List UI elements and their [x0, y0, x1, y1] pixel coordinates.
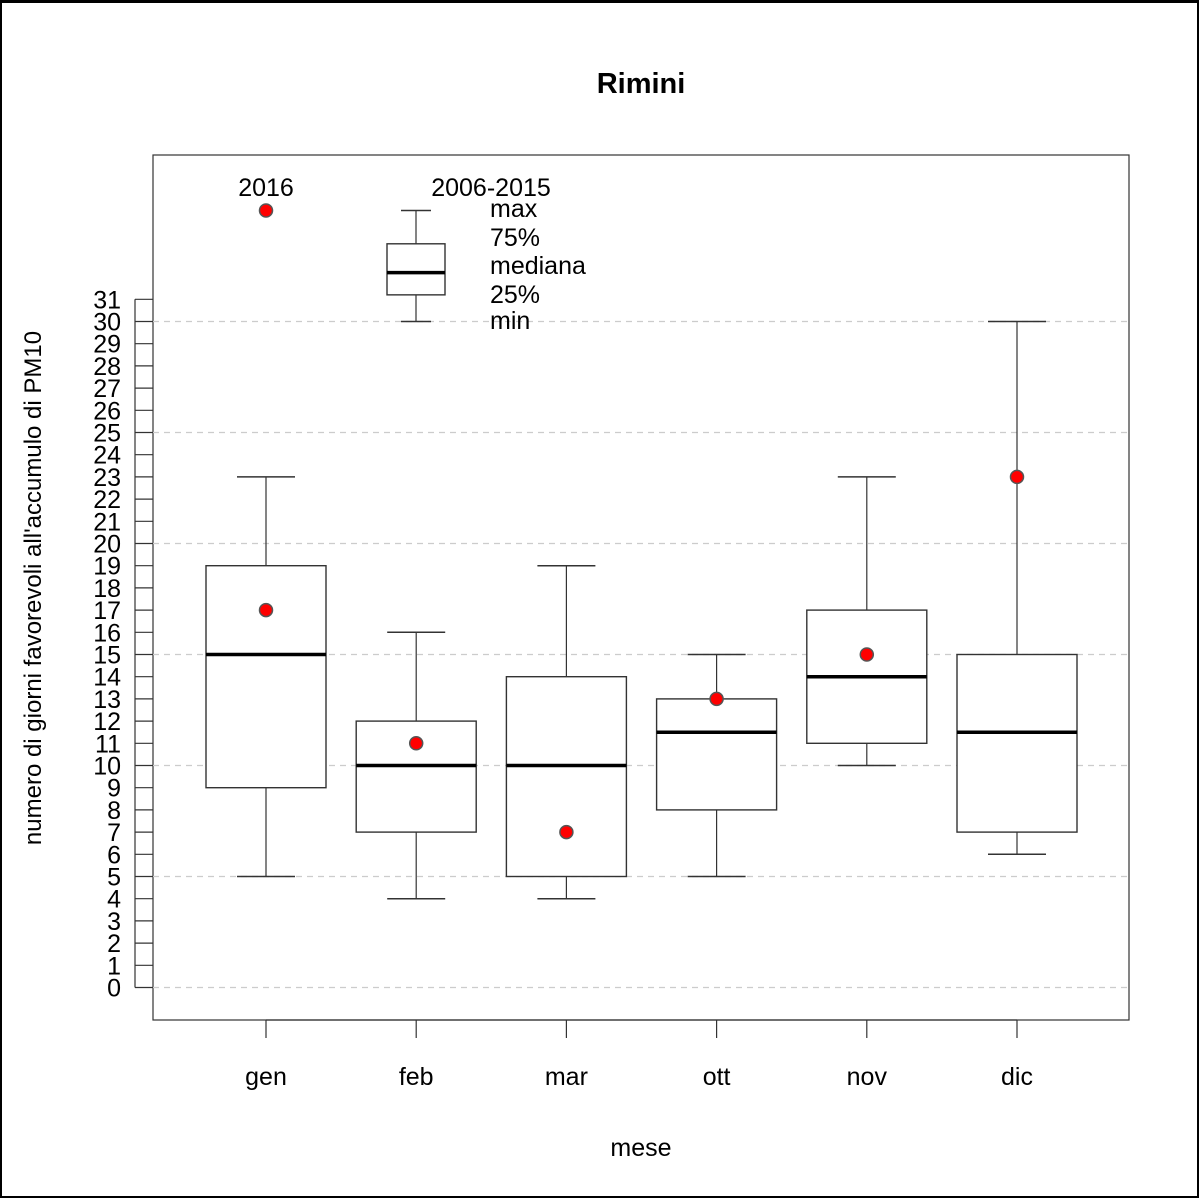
y-tick-label: 7 — [107, 819, 121, 847]
y-tick-label: 15 — [93, 642, 121, 670]
box-mar — [505, 564, 628, 900]
chart-title: Rimini — [597, 68, 686, 100]
y-tick-label: 3 — [107, 908, 121, 936]
iqr-box — [386, 243, 446, 296]
boxes — [205, 320, 1078, 900]
y-tick-label: 28 — [93, 353, 121, 381]
x-tick-label: ott — [703, 1063, 731, 1091]
legend-q3-label: 75% — [490, 224, 540, 252]
gridlines — [153, 320, 1129, 989]
y-tick-label: 31 — [93, 286, 121, 314]
y-tick-label: 0 — [107, 975, 121, 1003]
x-axis-label: mese — [610, 1134, 671, 1162]
point-mar — [559, 824, 574, 840]
y-tick-label: 9 — [107, 775, 121, 803]
y-tick-label: 10 — [93, 753, 121, 781]
box-gen — [205, 476, 327, 878]
y-tick-label: 18 — [93, 575, 121, 603]
y-tick-label: 5 — [107, 864, 121, 892]
legend-median-label: mediana — [490, 252, 586, 280]
legend-point-label: 2016 — [238, 174, 294, 202]
y-tick-label: 30 — [93, 309, 121, 337]
y-axis: 0123456789101112131415161718192021222324… — [93, 286, 153, 1003]
y-tick-label: 24 — [93, 442, 121, 470]
box-nov — [806, 476, 928, 767]
point-gen — [258, 602, 274, 618]
x-tick-label: nov — [847, 1063, 888, 1091]
point-feb — [408, 736, 424, 751]
box-feb — [355, 631, 477, 900]
y-tick-label: 16 — [93, 619, 121, 647]
y-tick-label: 25 — [93, 420, 121, 448]
y-tick-label: 22 — [93, 486, 121, 514]
y-tick-label: 4 — [107, 886, 121, 914]
y-tick-label: 12 — [93, 708, 121, 736]
y-tick-label: 2 — [107, 930, 121, 958]
point-dic — [1009, 469, 1025, 485]
legend-max-label: max — [490, 195, 538, 223]
box-ott — [655, 653, 778, 878]
x-tick-label: dic — [1001, 1063, 1033, 1091]
legend-q1-label: 25% — [490, 281, 540, 309]
point-nov — [859, 647, 875, 662]
legend: 2016 2006-2015 max 75% mediana 25% min — [238, 174, 586, 335]
x-tick-label: mar — [545, 1063, 588, 1091]
legend-min-label: min — [490, 307, 530, 335]
y-tick-label: 6 — [107, 841, 121, 869]
iqr-box — [655, 698, 778, 811]
legend-box-label: 2006-2015 — [431, 174, 551, 202]
x-tick-label: gen — [245, 1063, 287, 1091]
y-tick-label: 23 — [93, 464, 121, 492]
y-tick-label: 11 — [95, 730, 121, 758]
y-tick-label: 13 — [93, 686, 121, 714]
y-tick-label: 26 — [93, 397, 121, 425]
iqr-box — [205, 565, 327, 789]
y-tick-label: 14 — [93, 664, 121, 692]
y-tick-label: 17 — [93, 597, 121, 625]
y-tick-label: 29 — [93, 331, 121, 359]
y-tick-label: 20 — [93, 531, 121, 559]
x-tick-label: feb — [399, 1063, 434, 1091]
y-tick-label: 27 — [93, 375, 121, 403]
y-tick-label: 8 — [107, 797, 121, 825]
legend-point — [258, 203, 274, 218]
x-axis: gen feb mar ott nov dic — [245, 1019, 1033, 1091]
iqr-box — [956, 653, 1078, 833]
points-2016 — [258, 469, 1025, 840]
point-ott — [709, 691, 724, 707]
y-axis-label: numero di giorni favorevoli all'accumulo… — [20, 331, 47, 845]
y-tick-label: 19 — [93, 553, 121, 581]
box-dic — [956, 320, 1078, 856]
y-tick-label: 21 — [93, 508, 121, 536]
legend-box — [386, 209, 446, 323]
iqr-box — [505, 676, 628, 878]
y-tick-label: 1 — [107, 952, 121, 980]
